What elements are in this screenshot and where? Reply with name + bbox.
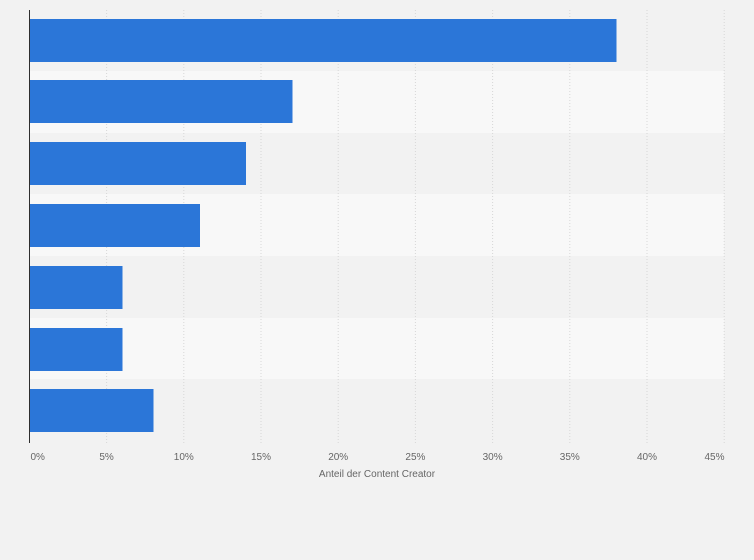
svg-text:20%: 20% xyxy=(328,452,348,463)
svg-text:30%: 30% xyxy=(483,452,503,463)
svg-text:10%: 10% xyxy=(174,452,194,463)
svg-text:35%: 35% xyxy=(560,452,580,463)
svg-text:Anteil der Content Creator: Anteil der Content Creator xyxy=(319,469,436,480)
svg-text:25%: 25% xyxy=(405,452,425,463)
svg-text:5%: 5% xyxy=(99,452,114,463)
svg-text:45%: 45% xyxy=(704,452,724,463)
svg-text:0%: 0% xyxy=(31,452,46,463)
svg-text:15%: 15% xyxy=(251,452,271,463)
svg-text:40%: 40% xyxy=(637,452,657,463)
